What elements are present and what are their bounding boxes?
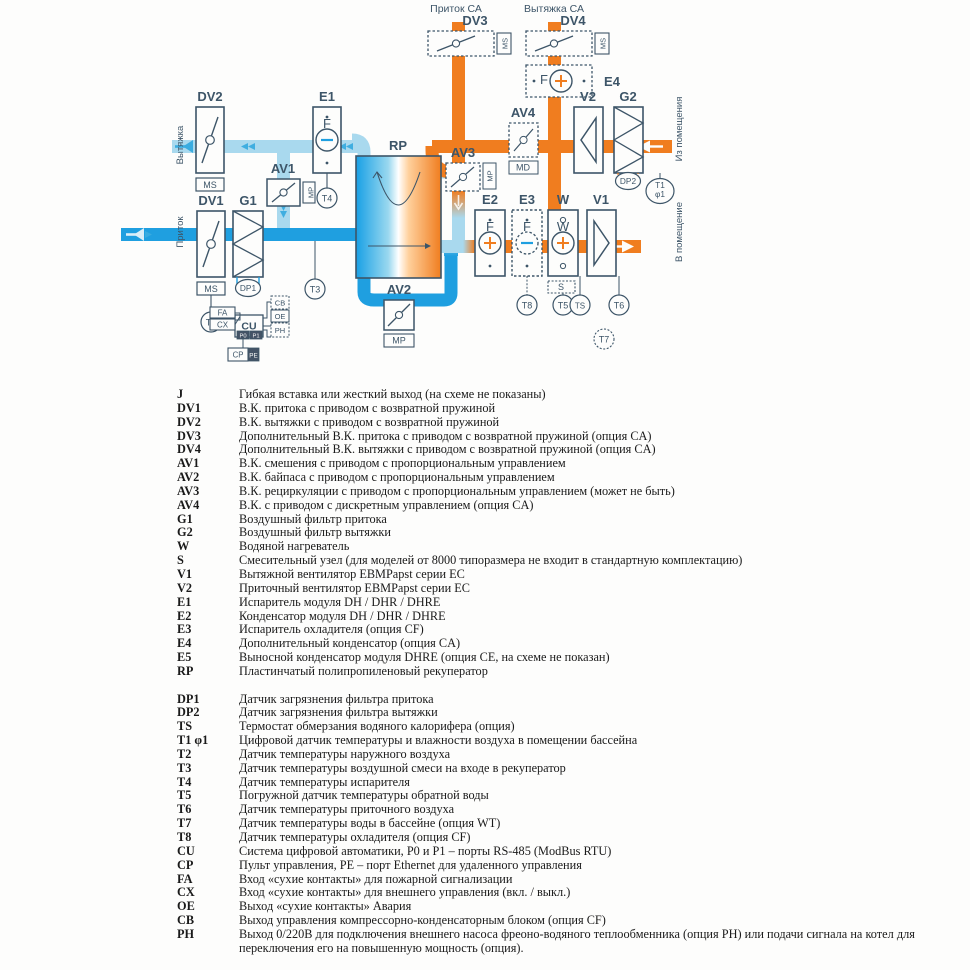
svg-text:PH: PH [275,326,285,335]
svg-text:CB: CB [275,298,285,307]
svg-text:G1: G1 [239,193,256,208]
svg-text:MS: MS [501,38,510,49]
svg-text:RP: RP [389,138,407,153]
svg-text:MS: MS [203,180,217,190]
svg-text:PE: PE [249,352,257,359]
svg-text:DP1: DP1 [240,283,257,293]
svg-text:AV4: AV4 [511,105,536,120]
svg-text:CX: CX [217,320,229,329]
svg-text:W: W [557,219,570,234]
svg-text:DV3: DV3 [462,13,487,28]
svg-text:OE: OE [275,312,286,321]
svg-text:DV4: DV4 [560,13,586,28]
svg-text:CP: CP [233,350,244,359]
svg-text:F: F [486,219,494,234]
svg-text:P1: P1 [252,333,259,339]
svg-text:MS: MS [599,38,608,49]
svg-text:В помещение: В помещение [674,202,685,262]
svg-text:V1: V1 [593,192,609,207]
svg-text:T7: T7 [599,335,610,345]
svg-text:MP: MP [392,336,406,346]
svg-text:W: W [557,192,570,207]
svg-text:P0: P0 [239,333,246,339]
svg-text:Приток: Приток [175,216,186,248]
svg-text:Вытяжка: Вытяжка [175,125,186,164]
svg-text:T6: T6 [614,301,625,311]
svg-text:MS: MS [204,284,218,294]
svg-text:DV1: DV1 [198,193,223,208]
svg-text:MP: MP [486,170,495,181]
svg-text:MD: MD [516,163,530,173]
svg-text:DV2: DV2 [197,89,222,104]
svg-text:E3: E3 [519,192,535,207]
svg-text:G2: G2 [619,89,636,104]
svg-text:Из помещения: Из помещения [674,97,685,162]
svg-text:T5: T5 [558,301,569,311]
svg-text:Вытяжка СА: Вытяжка СА [524,3,584,15]
svg-text:AV2: AV2 [387,282,411,297]
svg-text:AV3: AV3 [451,145,475,160]
svg-text:T4: T4 [322,194,333,204]
svg-text:AV1: AV1 [271,161,295,176]
svg-text:V2: V2 [580,89,596,104]
svg-text:F: F [323,116,331,131]
svg-text:φ1: φ1 [655,189,665,199]
svg-text:Приток СА: Приток СА [430,3,482,15]
svg-text:MP: MP [307,187,316,198]
svg-text:E2: E2 [482,192,498,207]
svg-text:T3: T3 [310,285,321,295]
svg-text:E4: E4 [604,74,621,89]
svg-text:TS: TS [575,302,585,311]
svg-text:DP2: DP2 [620,176,637,186]
svg-text:F: F [523,219,531,234]
svg-text:F: F [540,72,548,87]
svg-text:E1: E1 [319,89,335,104]
svg-text:T8: T8 [522,301,533,311]
svg-text:S: S [558,282,564,292]
svg-text:FA: FA [218,308,228,317]
